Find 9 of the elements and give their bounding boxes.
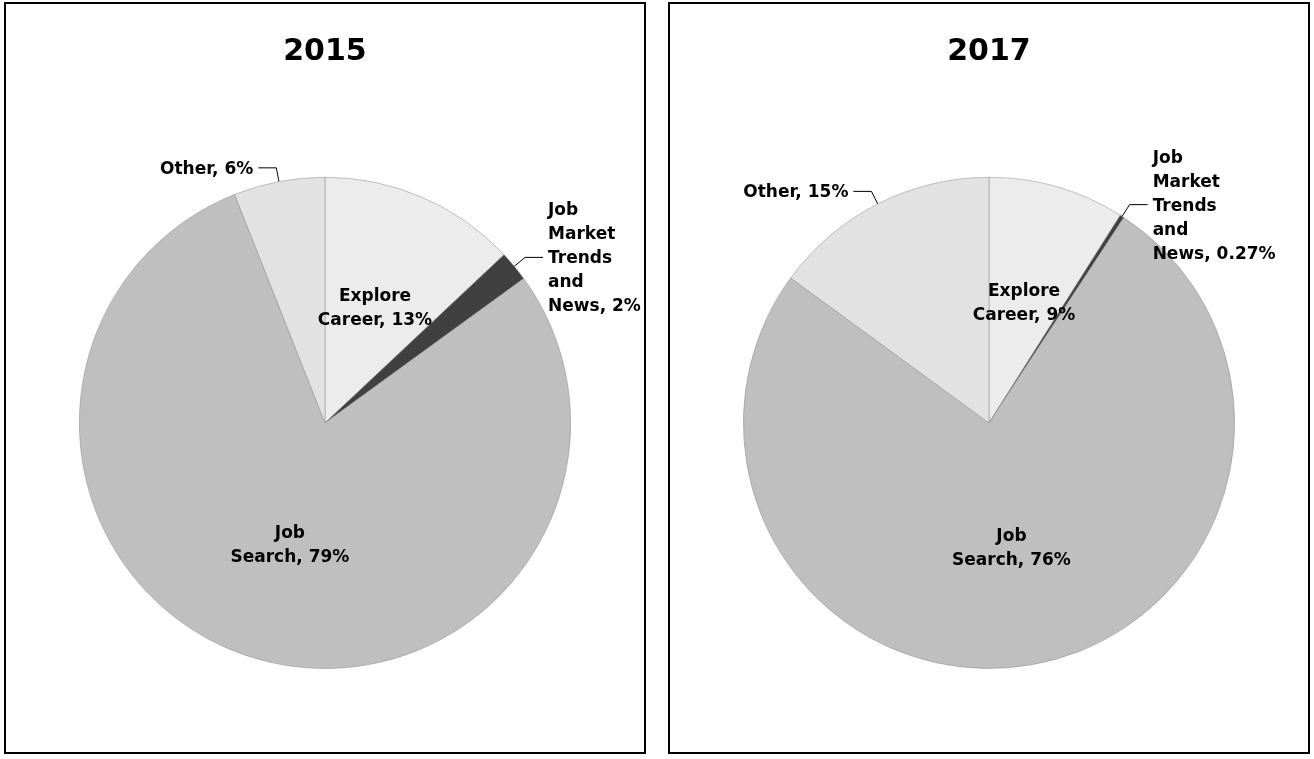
slice-label: Job Market Trends and News, 2% [547,199,641,316]
chart-title: 2015 [283,31,367,67]
slice-label: Job Search, 79% [230,521,350,566]
slice-label: Other, 6% [160,157,254,178]
slice-label: Explore Career, 13% [317,285,433,330]
slice-label: Job Market Trends and News, 0.27% [1151,146,1276,263]
chart-title: 2017 [947,31,1031,67]
slice-label: Other, 15% [743,181,849,202]
slice-label: Job Search, 76% [952,524,1071,569]
